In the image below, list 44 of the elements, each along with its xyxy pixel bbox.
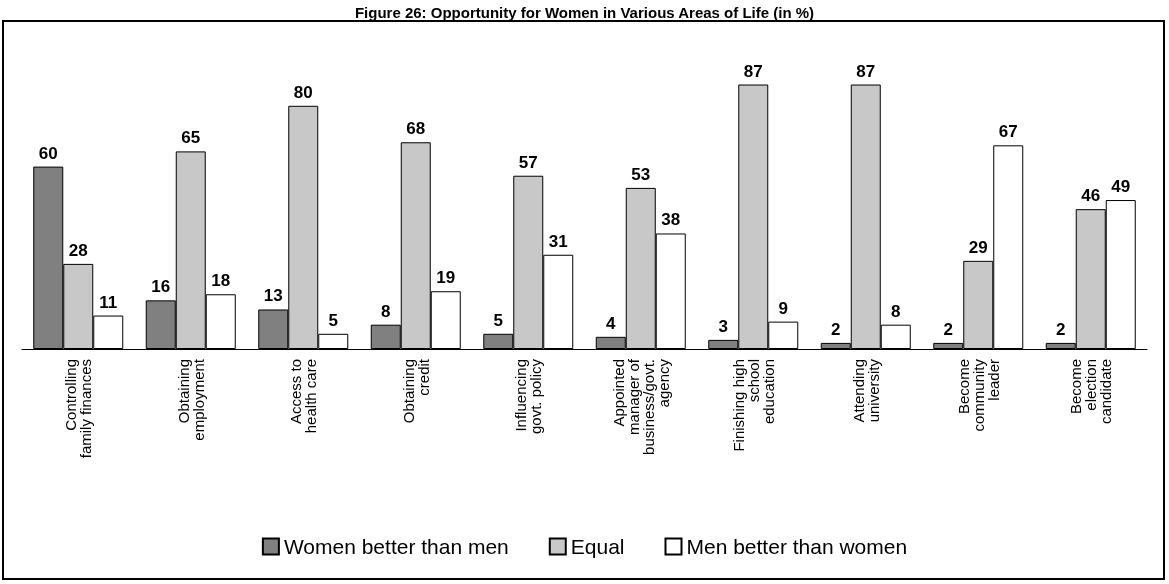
x-tick-label: Become community leader — [954, 358, 1002, 432]
data-label: 4 — [606, 313, 617, 333]
data-label: 8 — [891, 301, 901, 321]
data-label: 18 — [211, 271, 231, 291]
x-tick-label: Finishing high school education — [729, 359, 777, 452]
data-label: 2 — [831, 319, 841, 339]
data-label: 68 — [406, 119, 426, 139]
x-tick-label: Become election candidate — [1067, 359, 1115, 425]
chart-title: Figure 26: Opportunity for Women in Various Areas of Life (in %) — [354, 4, 815, 21]
data-label: 46 — [1081, 186, 1101, 206]
data-label: 3 — [718, 316, 728, 336]
x-tick-label: Influencing govt. policy — [512, 358, 545, 435]
x-tick-label: Controlling family finances — [62, 359, 95, 459]
data-label: 28 — [68, 240, 88, 260]
data-label: 11 — [99, 292, 118, 312]
legend-label: Women better than men — [283, 535, 509, 558]
data-label: 31 — [548, 231, 568, 251]
data-label: 67 — [998, 122, 1018, 142]
legend-label: Equal — [570, 535, 625, 558]
data-label: 38 — [661, 210, 681, 230]
x-tick-label: Obtaining employment — [174, 358, 207, 441]
data-label: 8 — [381, 301, 391, 321]
data-label: 2 — [943, 319, 953, 339]
data-label: 13 — [263, 286, 283, 306]
data-label: 16 — [151, 277, 171, 297]
x-tick-label: Obtaining credit — [399, 358, 432, 424]
x-tick-label: Attending university — [849, 358, 882, 423]
data-label: 49 — [1111, 177, 1131, 197]
data-label: 87 — [856, 61, 876, 81]
data-label: 29 — [968, 237, 988, 257]
data-label: 53 — [631, 164, 651, 184]
data-label: 65 — [181, 128, 201, 148]
data-label: 60 — [38, 143, 58, 163]
data-label: 19 — [436, 268, 456, 288]
data-label: 2 — [1056, 319, 1066, 339]
data-label: 80 — [293, 82, 313, 102]
x-tick-label: Appointed manager of business/govt. agency — [609, 358, 672, 455]
data-label: 57 — [518, 152, 538, 172]
legend-label: Men better than women — [686, 535, 908, 558]
x-tick-label: Access to health care — [287, 359, 320, 434]
data-label: 87 — [743, 61, 763, 81]
data-label: 5 — [328, 310, 338, 330]
data-label: 9 — [778, 298, 788, 318]
data-label: 5 — [493, 310, 503, 330]
